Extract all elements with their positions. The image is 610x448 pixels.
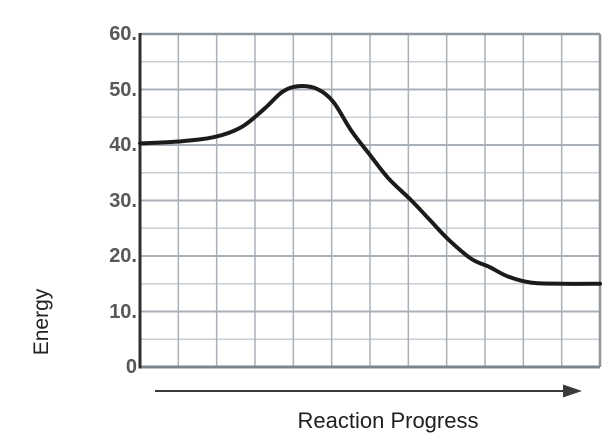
energy-curve: [138, 84, 602, 286]
y-tick-label: 0: [125, 356, 137, 378]
y-tick-label: 40.: [109, 134, 137, 156]
y-tick-label: 10.: [109, 300, 137, 323]
y-axis-title: Energy: [30, 288, 53, 356]
y-axis-tick-labels: 60. 50. 40. 30. 20. 10. 0: [62, 0, 137, 448]
x-axis-title: Reaction Progress: [297, 408, 479, 433]
y-tick-label: 50.: [109, 78, 137, 101]
x-axis-arrowhead-icon: [563, 384, 582, 398]
y-tick-label: 30.: [109, 189, 137, 212]
y-tick-label: 20.: [109, 245, 137, 267]
y-tick-label: 60.: [109, 23, 137, 45]
